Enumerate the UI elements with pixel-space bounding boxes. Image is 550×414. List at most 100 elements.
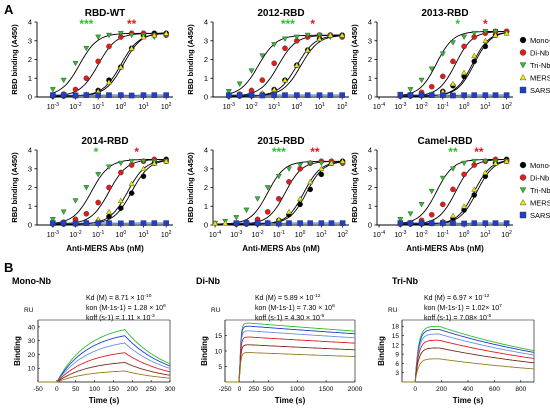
- point-sars-mab: [248, 92, 255, 98]
- point-sars-mab: [236, 92, 243, 98]
- y-tick-label: 4: [204, 146, 208, 155]
- legend-marker: [519, 211, 527, 219]
- x-tick-label: 400: [463, 386, 474, 393]
- x-tick-label: 0: [55, 386, 59, 393]
- point-mono-nb: [471, 192, 478, 198]
- x-tick-label: 100: [295, 230, 306, 239]
- point-tri-nb: [418, 202, 425, 208]
- point-tri-nb: [297, 162, 304, 169]
- point-mers-mab: [271, 86, 278, 92]
- kinetic-line: Kd (M) = 6.97 × 10-12: [424, 293, 490, 302]
- x-tick-label: -50: [33, 386, 43, 393]
- fit-curve-tri-nb: [228, 34, 344, 95]
- point-mers-mab: [318, 165, 325, 172]
- point-tri-nb: [450, 166, 456, 172]
- y-tick-label: 4: [368, 146, 372, 155]
- fit-curve-mers-mab: [421, 31, 509, 97]
- point-mers-mab: [128, 180, 135, 187]
- legend-label: Mono-Nb: [530, 161, 550, 170]
- point-sars-mab: [428, 220, 435, 226]
- y-tick-label: 4: [28, 146, 32, 155]
- point-sars-mab: [471, 220, 478, 226]
- point-sars-mab: [318, 220, 325, 226]
- x-axis-label: Time (s): [89, 396, 120, 405]
- point-sars-mab: [294, 92, 300, 98]
- x-tick-label: 10-2: [69, 102, 81, 111]
- x-tick-label: 101: [138, 230, 149, 239]
- kinetic-line: kon (M-1s-1) = 1.02× 107: [424, 303, 502, 312]
- x-tick-label: 102: [161, 102, 172, 111]
- point-tri-nb: [83, 45, 90, 52]
- x-tick-label: 800: [515, 386, 526, 393]
- point-sars-mab: [339, 92, 345, 98]
- point-mers-mab: [492, 32, 499, 38]
- y-tick-label: 4: [204, 18, 208, 27]
- x-axis-label: Time (s): [453, 396, 484, 405]
- point-tri-nb: [225, 89, 232, 95]
- point-mers-mab: [482, 169, 489, 175]
- x-tick-label: 10-4: [373, 102, 385, 111]
- point-di-nb: [461, 43, 467, 50]
- legend-label: MERS mAb: [530, 74, 550, 83]
- point-sars-mab: [163, 220, 169, 226]
- x-tick-label: 0: [413, 386, 417, 393]
- legend-label: Tri-Nb: [530, 186, 550, 195]
- point-sars-mab: [83, 220, 90, 226]
- point-mers-mab: [471, 186, 478, 192]
- y-tick-label: 0: [368, 221, 372, 230]
- significance-stars: *: [310, 17, 315, 31]
- x-tick-label: 100: [459, 230, 470, 239]
- point-sars-mab: [276, 220, 282, 227]
- point-sars-mab: [450, 92, 456, 99]
- chart-title: 2012-RBD: [257, 8, 304, 19]
- legend-label: SARS mAb: [530, 211, 550, 220]
- sensorgram-c1: [38, 329, 171, 383]
- x-tick-label: 10-3: [394, 230, 406, 239]
- point-sars-mab: [151, 220, 158, 226]
- point-mono-nb: [106, 213, 112, 220]
- point-tri-nb: [106, 32, 112, 39]
- y-tick-label: 9: [395, 352, 399, 359]
- fit-curve-mers-mab: [421, 160, 509, 225]
- y-tick-label: 3: [204, 164, 208, 173]
- x-tick-label: 10-3: [47, 230, 59, 239]
- spr-title: Mono-Nb: [12, 276, 51, 286]
- point-mers-mab: [212, 220, 218, 226]
- point-mers-mab: [297, 195, 304, 202]
- y-tick-label: 0: [204, 221, 208, 230]
- point-tri-nb: [95, 34, 102, 41]
- point-sars-mab: [418, 92, 425, 98]
- fit-curve-tri-nb: [215, 160, 345, 225]
- point-sars-mab: [503, 220, 510, 226]
- point-tri-nb: [471, 158, 478, 165]
- y-tick-label: 0: [28, 221, 32, 230]
- point-tri-nb: [60, 77, 67, 84]
- point-di-nb: [286, 179, 292, 185]
- sensorgram-c3: [38, 342, 171, 383]
- x-tick-label: -250: [218, 386, 231, 393]
- y-tick-label: 30: [28, 338, 36, 345]
- point-tri-nb: [83, 185, 90, 191]
- point-sars-mab: [286, 220, 292, 226]
- point-mers-mab: [328, 160, 335, 166]
- x-tick-label: 10-2: [251, 230, 263, 239]
- point-sars-mab: [461, 92, 467, 98]
- point-tri-nb: [248, 68, 255, 74]
- point-tri-nb: [439, 51, 446, 57]
- ru-label: RU: [388, 307, 398, 314]
- kinetic-line: Kd (M) = 5.89 × 10-12: [255, 293, 321, 302]
- legend-marker: [519, 36, 527, 44]
- fit-curve-mono-nb: [400, 32, 509, 97]
- y-tick-label: 3: [395, 370, 399, 377]
- point-tri-nb: [271, 42, 278, 48]
- point-sars-mab: [407, 92, 414, 98]
- x-tick-label: 200: [127, 386, 138, 393]
- x-axis-label: Anti-MERS Abs (nM): [406, 244, 484, 253]
- point-di-nb: [282, 45, 288, 52]
- point-mers-mab: [106, 208, 112, 215]
- y-tick-label: 10: [215, 349, 223, 356]
- point-sars-mab: [118, 92, 124, 98]
- fit-curve-mers-mab: [215, 161, 345, 225]
- point-sars-mab: [233, 220, 240, 226]
- point-sars-mab: [60, 92, 67, 98]
